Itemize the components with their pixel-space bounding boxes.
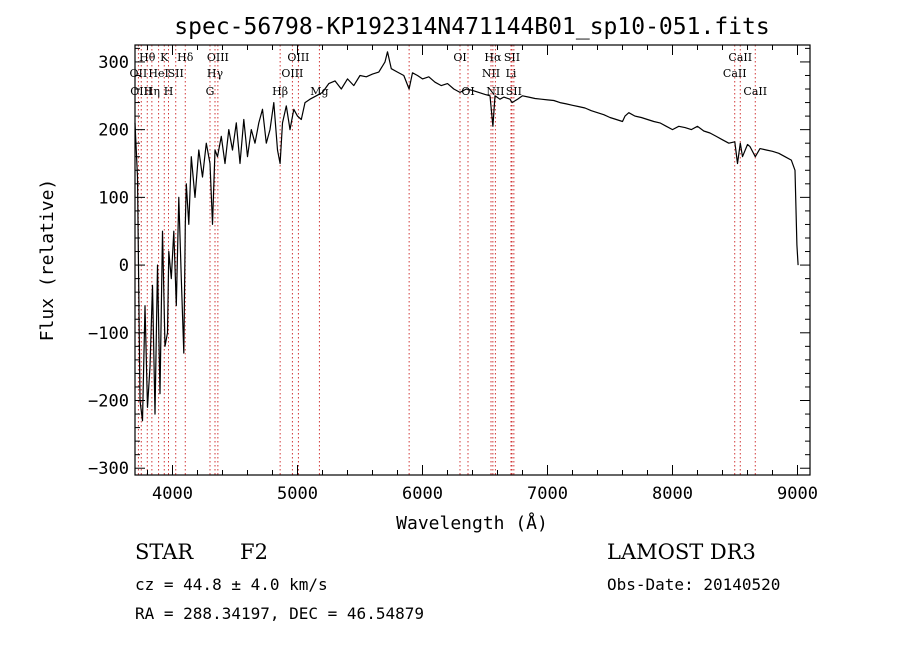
spectral-line-label: Mg [310, 85, 328, 98]
x-tick-label: 8000 [652, 484, 693, 504]
spectral-line-label: Hθ [139, 51, 156, 64]
spectral-line-label: OII [130, 67, 148, 80]
spectral-line-label: CaII [723, 67, 747, 80]
spectral-line-label: SII [168, 67, 184, 80]
chart-title: spec-56798-KP192314N471144B01_sp10-051.f… [174, 14, 769, 40]
y-tick-label: 100 [98, 188, 129, 208]
x-tick-label: 6000 [402, 484, 443, 504]
spectral-line-label: SII [504, 51, 520, 64]
spectral-line-label: Li [506, 67, 517, 80]
spectral-line-label: K [160, 51, 169, 64]
spectral-line-label: NII [486, 85, 504, 98]
spectral-line-label: G [206, 85, 215, 98]
object-class: STAR [135, 540, 194, 564]
spectral-line-label: SII [506, 85, 522, 98]
x-tick-label: 5000 [277, 484, 318, 504]
spectral-line-label: OIII [287, 51, 309, 64]
spectral-line-label: Hη [144, 85, 160, 98]
spectral-line-label: H [164, 85, 174, 98]
y-tick-label: −100 [88, 324, 129, 344]
flux-line [134, 51, 799, 422]
subclass: F2 [240, 540, 268, 564]
spectral-line-label: HeI [148, 67, 168, 80]
y-tick-label: 300 [98, 53, 129, 73]
spectral-line-label: OIII [281, 67, 303, 80]
y-tick-label: 200 [98, 121, 129, 141]
observation-date: Obs-Date: 20140520 [607, 575, 781, 594]
x-axis-label: Wavelength (Å) [396, 512, 548, 534]
spectral-line-label: OIII [130, 85, 152, 98]
x-tick-label: 9000 [777, 484, 818, 504]
spectral-line-label: OI [453, 51, 466, 64]
spectral-line-label: CaII [743, 85, 767, 98]
spectral-line-label: Hβ [272, 85, 288, 98]
spectral-line-label: CaII [728, 51, 752, 64]
spectral-line-label: OI [461, 85, 474, 98]
spectrum-chart: spec-56798-KP192314N471144B01_sp10-051.f… [37, 14, 818, 534]
x-tick-label: 4000 [152, 484, 193, 504]
x-tick-label: 7000 [527, 484, 568, 504]
redshift-value: cz = 44.8 ± 4.0 km/s [135, 575, 328, 594]
plot-frame [134, 44, 811, 476]
y-tick-label: −300 [88, 459, 129, 479]
spectral-line-label: NII [482, 67, 500, 80]
spectral-line-label: OIII [207, 51, 229, 64]
y-axis-label: Flux (relative) [37, 179, 58, 342]
spectral-line-label: Hδ [177, 51, 194, 64]
y-tick-label: −200 [88, 392, 129, 412]
coordinates: RA = 288.34197, DEC = 46.54879 [135, 604, 424, 623]
y-tick-label: 0 [119, 256, 129, 276]
spectral-line-label: Hγ [207, 67, 224, 80]
survey-name: LAMOST DR3 [607, 540, 756, 564]
spectral-line-label: Hα [484, 51, 502, 64]
